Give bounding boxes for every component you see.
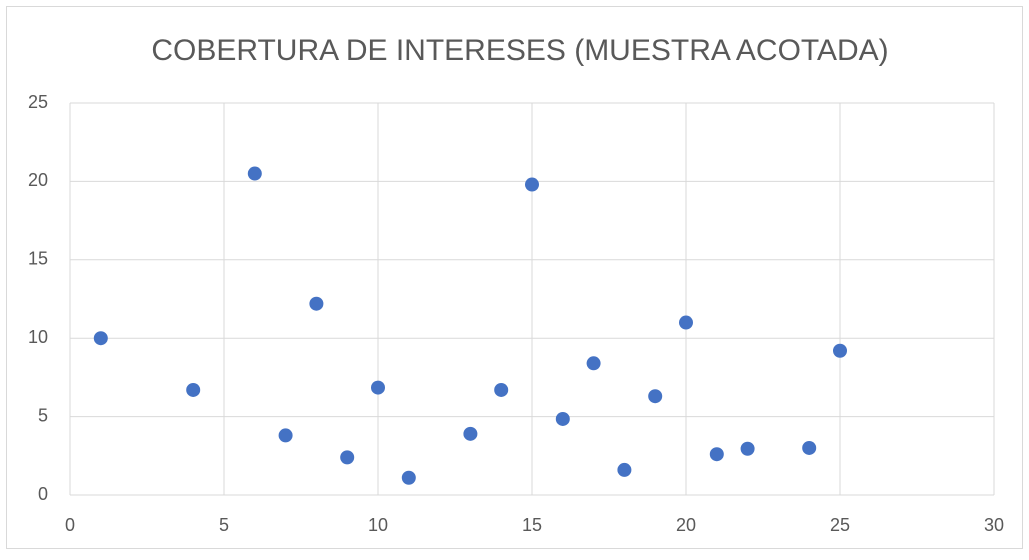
point [186,382,201,397]
y-tick-label: 10 [28,327,48,347]
chart-border [6,6,1023,549]
point [833,343,847,358]
point [371,380,385,395]
x-tick-label: 30 [984,515,1004,535]
point [586,356,601,371]
point [463,426,478,441]
y-tick-label: 20 [28,170,48,190]
y-tick-label: 5 [38,405,48,425]
point [247,166,262,181]
y-tick-label: 15 [28,249,48,269]
point [278,428,293,443]
point [679,315,693,330]
point [617,462,632,477]
point [555,411,570,426]
point [709,447,724,462]
point [494,382,509,397]
x-tick-label: 20 [676,515,696,535]
point [802,440,817,455]
y-tick-label: 0 [38,484,48,504]
point [340,450,355,465]
point [525,177,539,192]
x-tick-label: 5 [219,515,229,535]
x-tick-label: 15 [522,515,542,535]
y-tick-label: 25 [28,92,48,112]
x-tick-label: 0 [65,515,75,535]
x-tick-label: 10 [368,515,388,535]
point [401,470,416,485]
chart-title: COBERTURA DE INTERESES (MUESTRA ACOTADA) [151,34,888,67]
point [93,331,108,346]
point [309,296,324,311]
point [648,389,663,404]
x-tick-label: 25 [830,515,850,535]
point [740,441,755,456]
